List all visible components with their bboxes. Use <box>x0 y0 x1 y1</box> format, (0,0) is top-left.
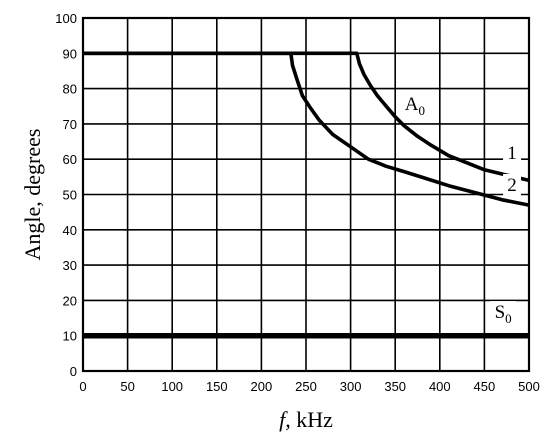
y-tick-label-70: 70 <box>63 117 77 132</box>
curve-label-background-0 <box>401 92 429 117</box>
y-tick-label-10: 10 <box>63 329 77 344</box>
curve-1 <box>83 51 530 183</box>
curve-label-2: 2 <box>507 175 517 196</box>
y-tick-label-40: 40 <box>63 223 77 238</box>
x-tick-label-250: 250 <box>295 379 317 394</box>
curve-label-background-2 <box>503 173 522 198</box>
curve-label-3: S0 <box>495 302 512 326</box>
y-tick-label-100: 100 <box>55 11 77 26</box>
y-tick-label-60: 60 <box>63 152 77 167</box>
curve-label-main: 1 <box>507 143 517 164</box>
curve-label-main: A <box>405 94 419 115</box>
x-tick-label-350: 350 <box>384 379 406 394</box>
x-tick-label-200: 200 <box>251 379 273 394</box>
y-tick-label-50: 50 <box>63 188 77 203</box>
curves <box>83 51 530 339</box>
x-tick-label-50: 50 <box>120 379 134 394</box>
curve-label-main: 2 <box>507 175 517 196</box>
y-axis-title: Angle, degrees <box>20 129 45 261</box>
x-tick-label-0: 0 <box>79 379 86 394</box>
x-tick-label-300: 300 <box>340 379 362 394</box>
x-axis-title-unit: , kHz <box>285 407 333 432</box>
curve-label-subscript: 0 <box>418 103 425 118</box>
x-tick-label-100: 100 <box>161 379 183 394</box>
x-tick-label-450: 450 <box>474 379 496 394</box>
x-tick-label-500: 500 <box>518 379 540 394</box>
tick-labels: 0 50 100 150 200 250 300 350 400 450 5000102030405… <box>55 11 540 394</box>
x-tick-label-150: 150 <box>206 379 228 394</box>
y-tick-label-90: 90 <box>63 46 77 61</box>
curve-label-1: 1 <box>507 143 517 164</box>
y-tick-label-30: 30 <box>63 258 77 273</box>
curve-label-subscript: 0 <box>505 311 512 326</box>
curve-label-background-3 <box>489 301 517 326</box>
x-axis-title: f, kHz <box>279 407 333 432</box>
x-tick-label-400: 400 <box>429 379 451 394</box>
plot-frame <box>81 16 531 373</box>
y-tick-label-80: 80 <box>63 82 77 97</box>
curve-2 <box>83 51 530 207</box>
x-axis-title-symbol: f <box>279 407 288 432</box>
curve-label-background-1 <box>503 142 522 167</box>
y-tick-label-0: 0 <box>70 364 77 379</box>
curve-label-0: A0 <box>405 94 425 118</box>
grid-lines <box>82 17 530 372</box>
curve-label-main: S <box>495 302 506 323</box>
y-tick-label-20: 20 <box>63 293 77 308</box>
